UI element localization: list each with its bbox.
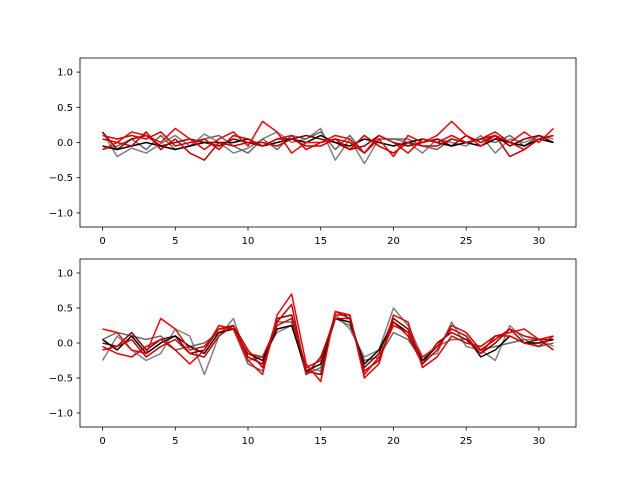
bottom-x-tick-label: 0	[99, 436, 105, 447]
bottom-subplot-y-ticks: −1.0 −0.5 0.0 0.5 1.0	[49, 269, 80, 420]
bottom-y-tick-label: 1.0	[57, 269, 73, 280]
top-x-tick-label: 25	[460, 236, 473, 247]
top-subplot-series	[101, 120, 554, 165]
bottom-x-tick-label: 15	[314, 436, 327, 447]
bottom-y-tick-label: −0.5	[49, 374, 73, 385]
bottom-x-tick-label: 5	[172, 436, 178, 447]
bottom-x-tick-label: 25	[460, 436, 473, 447]
bottom-series-line-4	[102, 293, 554, 383]
top-x-tick-label: 15	[314, 236, 327, 247]
top-series-line-4	[102, 120, 554, 158]
top-y-tick-label: −1.0	[49, 208, 73, 219]
top-y-tick-label: −0.5	[49, 173, 73, 184]
top-subplot-x-ticks: 0 5 10 15 20 25 30	[99, 227, 545, 247]
top-y-tick-label: 0.5	[57, 103, 73, 114]
top-y-tick-label: 0.0	[57, 138, 73, 149]
bottom-y-tick-label: 0.0	[57, 339, 73, 350]
bottom-x-tick-label: 20	[387, 436, 400, 447]
bottom-subplot-x-ticks: 0 5 10 15 20 25 30	[99, 427, 545, 447]
top-series-line-0	[101, 127, 554, 165]
top-x-tick-label: 30	[533, 236, 546, 247]
top-subplot: 0 5 10 15 20 25 30 −1.0 −0.5 0.0 0.5 1.0	[49, 57, 577, 247]
top-subplot-y-ticks: −1.0 −0.5 0.0 0.5 1.0	[49, 68, 80, 219]
top-x-tick-label: 10	[242, 236, 255, 247]
top-x-tick-label: 0	[99, 236, 105, 247]
bottom-x-tick-label: 10	[242, 436, 255, 447]
bottom-y-tick-label: −1.0	[49, 409, 73, 420]
top-y-tick-label: 1.0	[57, 68, 73, 79]
top-x-tick-label: 20	[387, 236, 400, 247]
bottom-subplot-series	[101, 293, 554, 383]
bottom-series-line-3	[102, 317, 554, 372]
top-x-tick-label: 5	[172, 236, 178, 247]
bottom-subplot: 0 5 10 15 20 25 30 −1.0 −0.5 0.0 0.5 1.0	[49, 258, 577, 447]
bottom-x-tick-label: 30	[533, 436, 546, 447]
bottom-y-tick-label: 0.5	[57, 304, 73, 315]
bottom-series-line-6	[102, 303, 554, 376]
top-series-line-6	[102, 131, 554, 161]
